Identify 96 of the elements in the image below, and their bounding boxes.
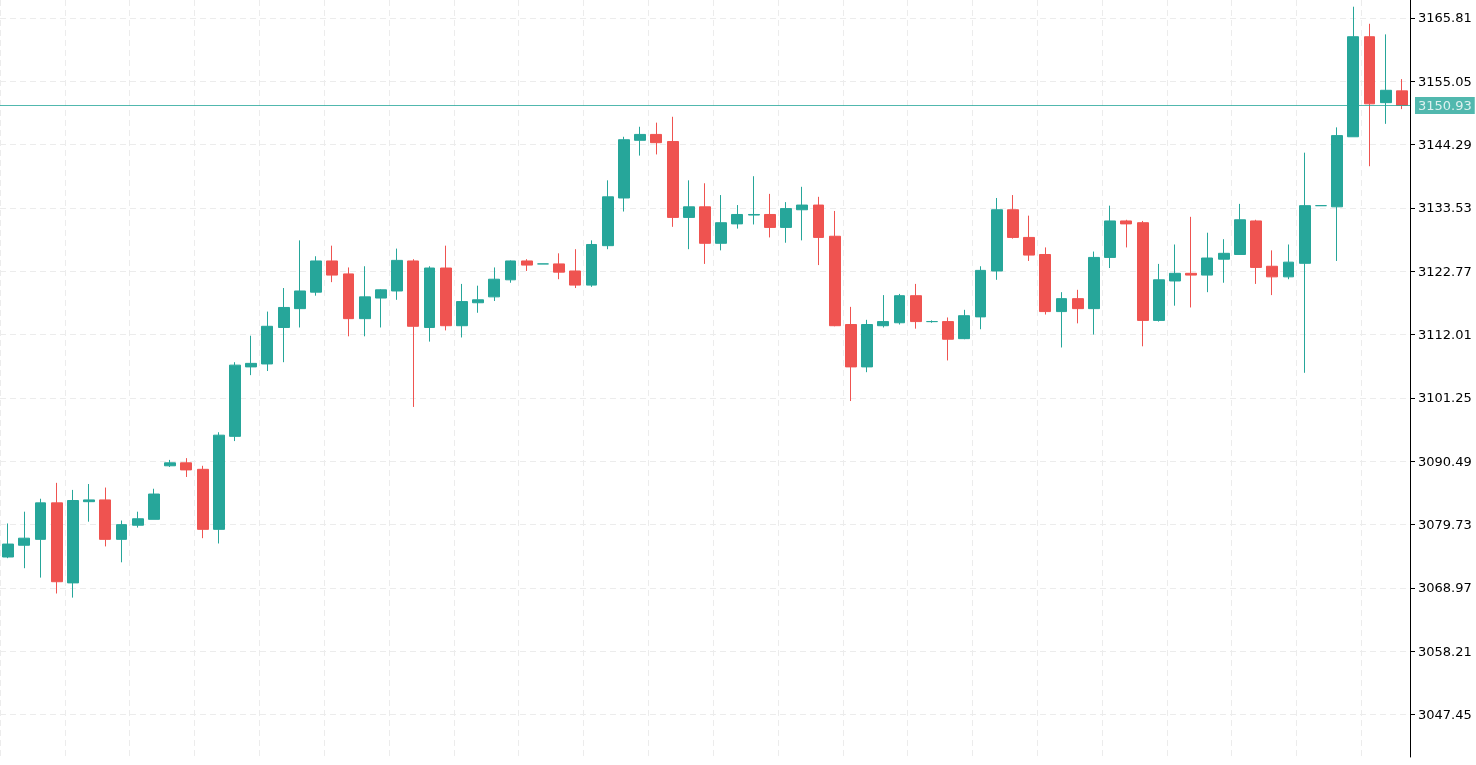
candlestick	[67, 489, 79, 599]
candlestick	[326, 245, 338, 283]
candlestick	[683, 179, 695, 250]
candlestick	[1072, 289, 1084, 324]
candlestick	[2, 522, 14, 559]
candlestick	[229, 361, 241, 442]
candlestick	[407, 258, 419, 408]
candlestick	[991, 197, 1003, 281]
candlestick	[569, 248, 581, 289]
candlestick	[1039, 246, 1051, 316]
y-tick-label: 3047.45	[1418, 706, 1472, 722]
candlestick	[359, 265, 371, 337]
candlestick	[894, 293, 905, 326]
candlestick	[829, 210, 841, 327]
candlestick	[132, 511, 144, 529]
candlestick	[1396, 78, 1408, 110]
candlestick	[1331, 126, 1343, 262]
candlestick	[261, 311, 273, 372]
candlestick	[1201, 232, 1213, 293]
candlestick	[813, 196, 824, 266]
candlestick	[1120, 219, 1132, 248]
candlestick	[197, 465, 209, 539]
candlestick	[245, 335, 257, 376]
candlestick	[731, 204, 743, 230]
y-tick-label: 3144.29	[1418, 136, 1472, 152]
candlestick	[440, 245, 452, 331]
candlestick	[877, 294, 889, 328]
candlestick	[1234, 203, 1246, 255]
candlestick	[116, 520, 127, 563]
candlestick	[148, 488, 160, 520]
candlestick	[975, 265, 986, 330]
candlestick	[1218, 238, 1230, 284]
candlestick	[926, 319, 938, 324]
candlestick	[1104, 205, 1116, 269]
candlestick	[456, 283, 468, 338]
candlestick	[1007, 194, 1019, 240]
candlestick	[748, 175, 760, 225]
candlestick	[650, 122, 662, 155]
candlestick	[488, 266, 500, 302]
candlestick	[1169, 243, 1181, 307]
candlestick	[618, 136, 630, 213]
candlestick	[942, 316, 954, 361]
candlestick	[634, 126, 646, 157]
candlestick	[1137, 220, 1149, 347]
candlestick	[505, 259, 516, 284]
candlestick	[83, 483, 95, 523]
ref-line-label: 3150.93	[1418, 97, 1472, 113]
candlestick	[553, 252, 565, 280]
candlestick	[375, 288, 387, 328]
candlestick	[1299, 152, 1311, 374]
candlestick	[602, 179, 614, 250]
y-tick-label: 3058.21	[1418, 643, 1472, 659]
candlestick	[164, 459, 176, 468]
y-tick-label: 3090.49	[1418, 453, 1472, 469]
candlestick	[213, 431, 225, 544]
candlestick	[586, 239, 597, 288]
candlestick	[1250, 219, 1262, 285]
candlestick	[51, 482, 63, 594]
candlestick	[343, 266, 354, 337]
y-tick-label: 3155.05	[1418, 73, 1472, 89]
y-tick-label: 3112.01	[1418, 326, 1472, 342]
candlestick	[1266, 249, 1278, 296]
candlestick	[699, 182, 711, 265]
candlestick	[1023, 215, 1035, 262]
candlestick	[391, 248, 403, 301]
y-tick-label: 3068.97	[1418, 580, 1472, 596]
y-tick-label: 3079.73	[1418, 516, 1472, 532]
candlestick	[1153, 263, 1165, 323]
candlestick	[861, 319, 873, 373]
candlestick	[1283, 243, 1294, 280]
candlestick	[1364, 23, 1375, 167]
candlestick	[667, 116, 679, 228]
candlestick	[796, 186, 808, 241]
candlestick	[958, 309, 970, 340]
y-tick-label: 3101.25	[1418, 390, 1472, 406]
candlestick	[99, 487, 111, 547]
candlestick	[310, 255, 322, 297]
candlestick	[1185, 216, 1197, 308]
candlestick	[294, 239, 306, 328]
candlestick	[424, 265, 435, 343]
candlestick	[35, 498, 46, 579]
candlestick	[1056, 291, 1067, 348]
candlestick	[715, 194, 727, 251]
candlestick	[845, 306, 857, 402]
candlestick	[180, 457, 192, 478]
candlestick	[764, 193, 776, 238]
y-tick-label: 3165.81	[1418, 10, 1472, 26]
candlestick	[18, 511, 30, 569]
candlestick	[278, 287, 290, 363]
y-tick-label: 3122.77	[1418, 263, 1472, 279]
candlestick	[472, 285, 484, 314]
candlestick	[910, 283, 922, 330]
candlestick	[780, 201, 792, 244]
candlestick	[521, 258, 533, 272]
y-tick-label: 3133.53	[1418, 200, 1472, 216]
candlestick	[1088, 251, 1100, 336]
